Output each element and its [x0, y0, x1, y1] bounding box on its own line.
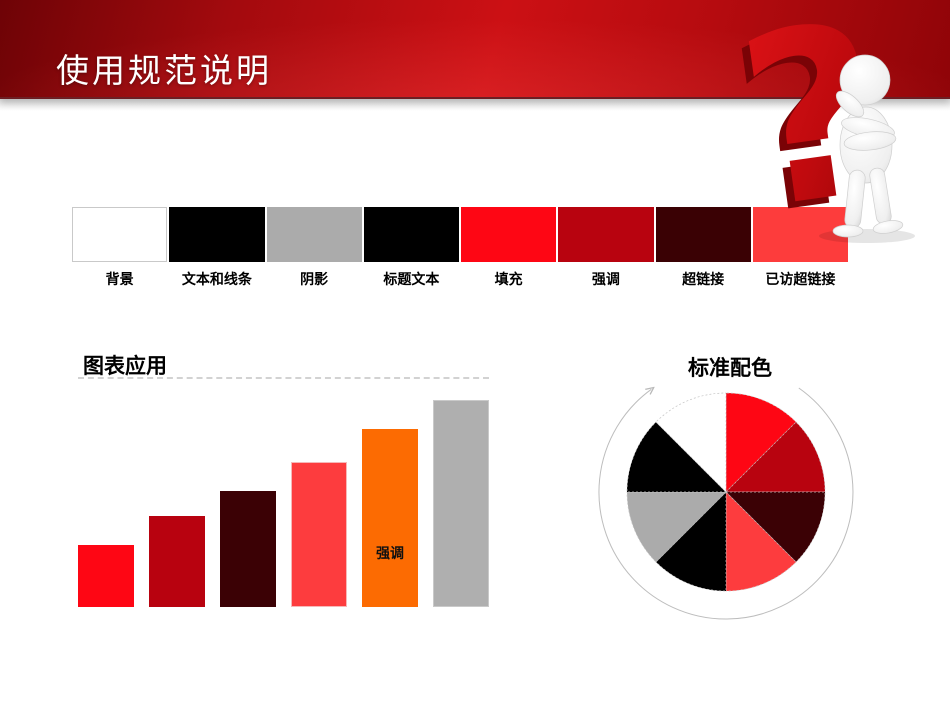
palette-swatch-1 — [72, 207, 168, 262]
bar-4 — [291, 462, 347, 607]
pie-slice-7 — [626, 421, 727, 493]
pie-slice-2 — [725, 421, 826, 493]
palette-label-8: 已访超链接 — [765, 271, 836, 287]
bar-5: 强调 — [362, 428, 418, 607]
page-title: 使用规范说明 — [56, 52, 272, 89]
palette-label-7: 超链接 — [682, 271, 725, 287]
pie-slice-4 — [725, 491, 797, 592]
bar-2 — [149, 515, 205, 607]
rotation-arrow-icon — [598, 388, 854, 620]
decoration-svg: ? ? — [718, 0, 915, 269]
pie-chart-title: 标准配色 — [688, 357, 772, 380]
bar-emphasis-label: 强调 — [376, 545, 404, 561]
bar-chart: 强调 — [78, 400, 489, 607]
pie-slice-1 — [725, 392, 797, 493]
palette-label-6: 强调 — [591, 271, 620, 287]
palette-swatch-4 — [363, 207, 459, 262]
swatch-labels: 背景 文本和线条 阴影 标题文本 填充 强调 超链接 已访超链接 — [72, 269, 848, 289]
palette-label-3: 阴影 — [300, 271, 329, 287]
pie-slice-3 — [725, 491, 826, 563]
bar-6 — [433, 400, 489, 607]
bar-chart-title: 图表应用 — [83, 355, 167, 378]
thinking-person-icon — [819, 54, 915, 243]
palette-swatch-2 — [169, 207, 265, 262]
palette-swatch-7 — [655, 207, 751, 262]
palette-swatch-3 — [266, 207, 362, 262]
pie-slice-5 — [655, 491, 727, 592]
bar-1 — [78, 544, 134, 607]
palette-label-4: 标题文本 — [383, 271, 440, 287]
palette-label-1: 背景 — [105, 271, 134, 287]
color-palette: 背景 文本和线条 阴影 标题文本 填充 强调 超链接 已访超链接 — [72, 207, 848, 289]
pie-slice-8 — [655, 392, 727, 493]
palette-label-5: 填充 — [494, 271, 523, 287]
palette-swatch-8 — [752, 207, 848, 262]
swatch-row — [72, 207, 848, 262]
palette-swatch-6 — [558, 207, 654, 262]
pie-slices — [626, 392, 826, 592]
pie-chart — [598, 350, 854, 620]
divider-dashed — [78, 377, 489, 379]
pie-slice-6 — [626, 491, 727, 563]
header-banner: 使用规范说明 — [0, 0, 950, 111]
palette-label-2: 文本和线条 — [181, 271, 252, 287]
question-figure-decoration: ? ? — [718, 0, 950, 269]
palette-swatch-5 — [461, 207, 557, 262]
bar-3 — [220, 491, 276, 607]
